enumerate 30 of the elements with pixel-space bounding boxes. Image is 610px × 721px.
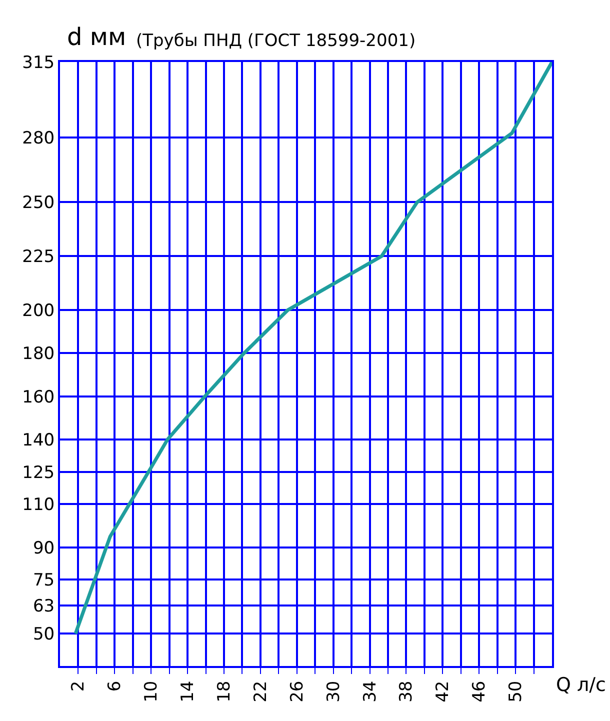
y-tick-label: 50 xyxy=(32,624,55,645)
y-tick-label: 160 xyxy=(22,387,55,408)
y-axis-title: d мм xyxy=(67,23,126,51)
chart-title: (Трубы ПНД (ГОСТ 18599-2001) xyxy=(136,31,416,51)
x-tick-label: 22 xyxy=(250,680,271,702)
x-tick-label: 18 xyxy=(214,680,235,702)
x-tick-label: 10 xyxy=(142,680,162,702)
y-tick-label: 250 xyxy=(22,193,55,214)
y-tick-label: 110 xyxy=(22,495,55,516)
y-tick-label: 140 xyxy=(22,430,55,450)
y-tick-label: 125 xyxy=(22,462,55,483)
x-tick-label: 34 xyxy=(360,680,380,702)
x-tick-label: 30 xyxy=(324,680,344,702)
y-tick-label: 75 xyxy=(32,570,55,591)
x-tick-label: 14 xyxy=(178,680,198,702)
x-tick-label: 6 xyxy=(105,680,126,692)
y-tick-label: 280 xyxy=(22,128,55,148)
y-tick-label: 315 xyxy=(22,52,55,73)
y-tick-label: 90 xyxy=(32,538,55,558)
x-tick-label: 42 xyxy=(433,680,454,702)
x-tick-label: 2 xyxy=(68,680,89,692)
x-axis-title: Q л/с xyxy=(556,674,606,696)
x-tick-label: 26 xyxy=(287,680,308,702)
y-tick-label: 63 xyxy=(32,596,55,617)
y-tick-label: 225 xyxy=(22,247,55,268)
x-tick-label: 46 xyxy=(470,680,490,702)
y-tick-label: 200 xyxy=(22,301,55,322)
x-tick-label: 50 xyxy=(506,680,526,702)
x-tick-label: 38 xyxy=(396,680,417,702)
y-tick-label: 180 xyxy=(22,344,55,364)
